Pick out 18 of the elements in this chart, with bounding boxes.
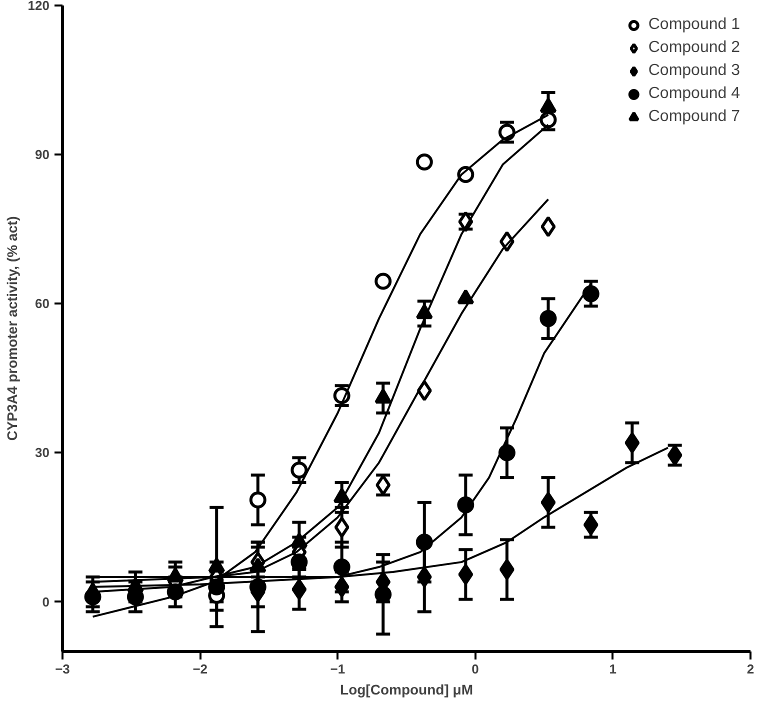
legend-label: Compound 7	[648, 108, 740, 126]
y-tick-label: 120	[28, 0, 50, 13]
y-tick-label: 90	[35, 147, 50, 162]
legend-label: Compound 4	[648, 85, 740, 103]
legend-label: Compound 1	[648, 16, 740, 34]
y-tick-label: 60	[35, 296, 50, 312]
x-axis-title: Log[Compound] μM	[340, 682, 473, 698]
legend-label: Compound 2	[648, 39, 740, 57]
y-tick-label: 30	[35, 445, 50, 460]
x-tick-label: −1	[330, 662, 346, 676]
x-tick-label: 1	[609, 662, 617, 676]
y-tick-label: 0	[42, 594, 50, 610]
x-tick-label: 2	[746, 662, 754, 676]
y-axis-title: CYP3A4 promoter activity, (% act)	[4, 216, 20, 441]
legend-label: Compound 3	[648, 62, 740, 80]
x-tick-label: −2	[192, 662, 208, 676]
x-tick-label: 0	[472, 662, 479, 676]
x-tick-label: −3	[55, 662, 70, 676]
